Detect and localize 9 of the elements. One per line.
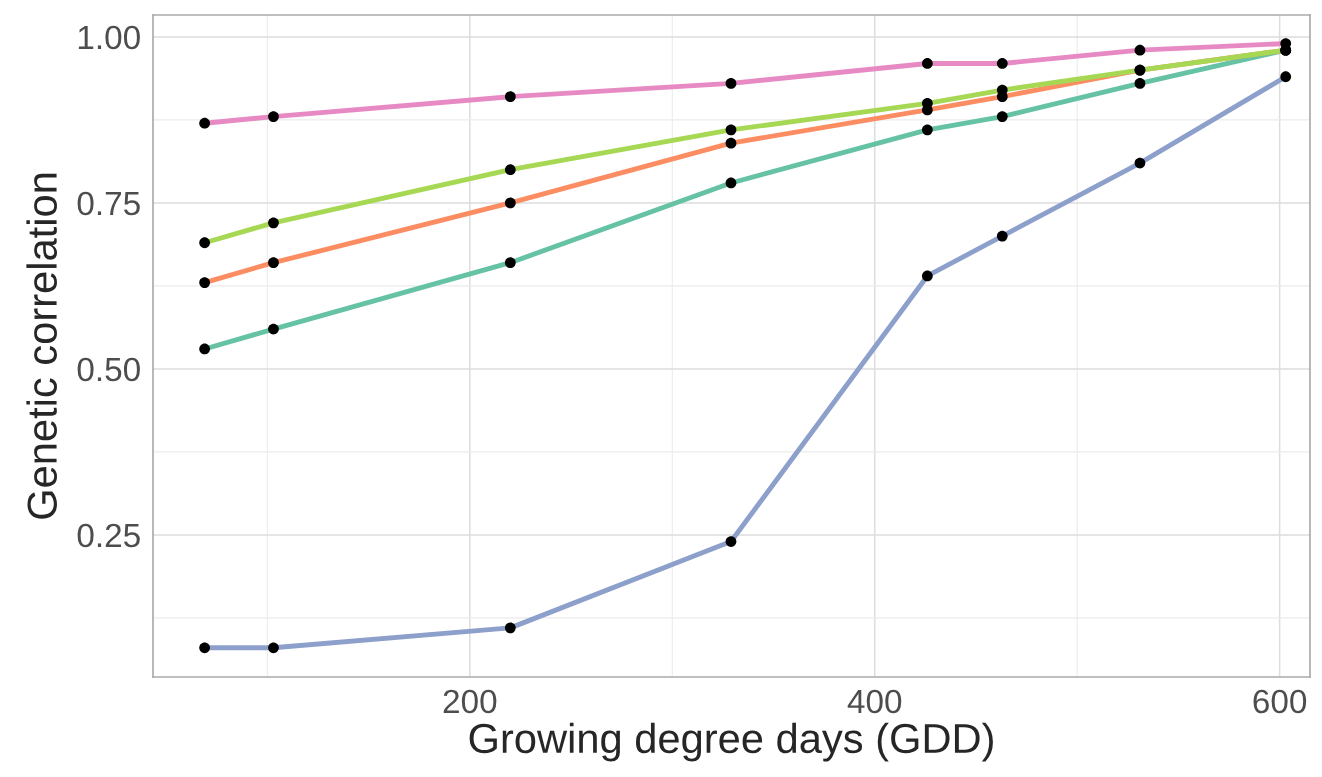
y-axis-title: Genetic correlation xyxy=(26,173,57,519)
y-tick-label: 1.00 xyxy=(78,25,140,50)
x-tick-label: 600 xyxy=(1253,689,1307,714)
x-tick-label: 400 xyxy=(847,689,902,714)
y-tick-label: 0.50 xyxy=(77,357,140,382)
y-tick-label: 0.75 xyxy=(77,191,140,216)
x-axis-title: Growing degree days (GDD) xyxy=(469,722,993,762)
x-tick-label: 200 xyxy=(443,689,497,714)
y-tick-label: 0.25 xyxy=(77,523,140,548)
